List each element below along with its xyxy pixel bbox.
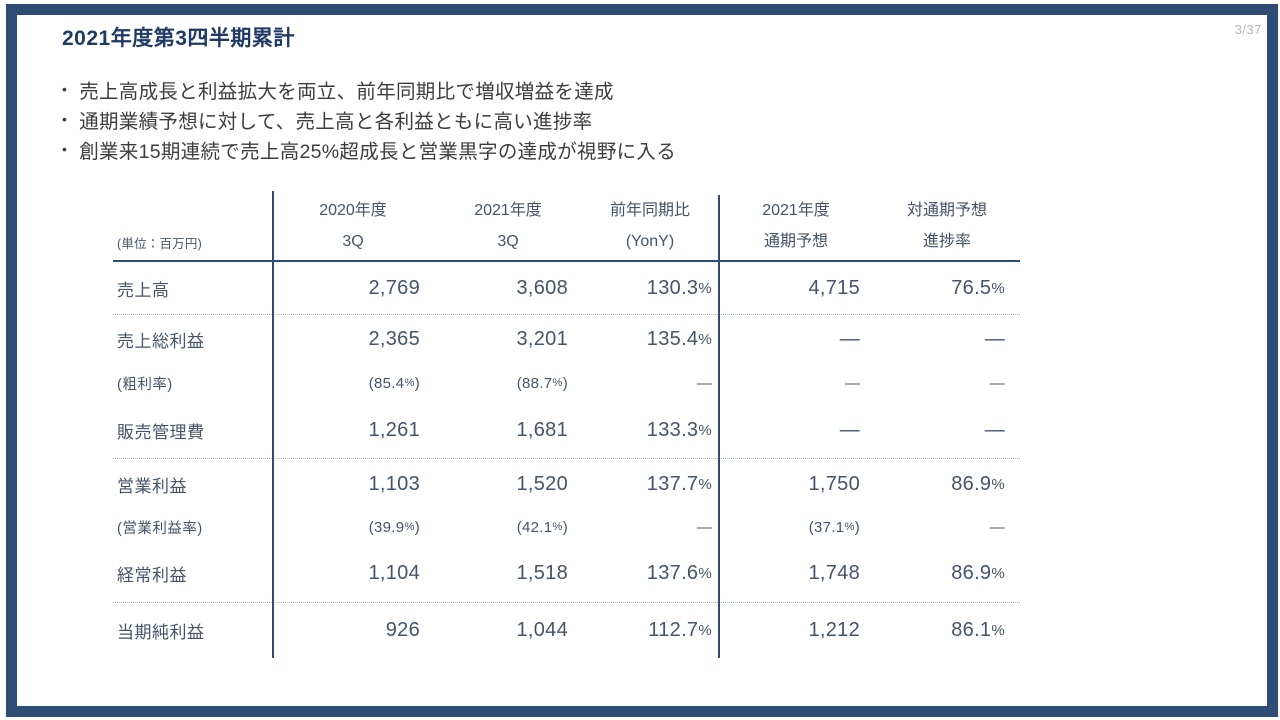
bullet-item: • 創業来15期連続で売上高25%超成長と営業黒字の達成が視野に入る: [62, 134, 1042, 164]
value-cell: 133.3%: [646, 419, 712, 441]
column-header: 2021年度 3Q: [474, 202, 542, 250]
row-label: 経常利益: [117, 566, 187, 585]
column-header: 2021年度 通期予想: [762, 202, 830, 250]
value-cell: 926: [385, 618, 420, 641]
value-cell: 3,201: [516, 327, 568, 350]
value-cell: 4,715: [808, 276, 860, 299]
table-row: (粗利率) (85.4%) (88.7%) — — —: [113, 363, 1020, 403]
bullet-item: • 売上高成長と利益拡大を両立、前年同期比で増収増益を達成: [62, 74, 1042, 104]
value-cell: (37.1%): [808, 518, 860, 536]
row-label: 売上高: [117, 280, 170, 300]
page-number: 3/37: [1234, 22, 1262, 37]
value-cell: 86.9%: [951, 472, 1005, 495]
value-cell: 1,748: [808, 562, 860, 584]
table-row: 販売管理費 1,261 1,681 133.3% — —: [113, 403, 1020, 459]
value-cell: —: [839, 419, 860, 441]
value-cell: 1,044: [516, 618, 568, 641]
value-cell: —: [984, 327, 1005, 350]
row-label: (粗利率): [117, 376, 173, 393]
value-cell: 86.9%: [951, 562, 1005, 584]
table-row: 当期純利益 926 1,044 112.7% 1,212 86.1%: [113, 603, 1020, 657]
value-cell: —: [696, 518, 712, 536]
page-title: 2021年度第3四半期累計: [62, 27, 295, 50]
value-cell: (39.9%): [368, 518, 420, 536]
bullet-icon: •: [62, 81, 68, 97]
table-header-row: (単位：百万円) 2020年度 3Q 2021年度 3Q 前年同期比 (YonY…: [113, 195, 1020, 262]
financial-results-table: (単位：百万円) 2020年度 3Q 2021年度 3Q 前年同期比 (YonY…: [113, 191, 1020, 658]
row-label: 営業利益: [117, 476, 187, 496]
value-cell: —: [984, 419, 1005, 441]
value-cell: 137.6%: [646, 562, 712, 584]
table-row: 売上総利益 2,365 3,201 135.4% — —: [113, 315, 1020, 363]
value-cell: 76.5%: [951, 276, 1005, 299]
value-cell: —: [989, 518, 1005, 536]
value-cell: 2,769: [368, 276, 420, 299]
table-vertical-divider: [272, 191, 274, 658]
bullet-icon: •: [62, 141, 68, 157]
table-row: 営業利益 1,103 1,520 137.7% 1,750 86.9%: [113, 459, 1020, 509]
table-row: (営業利益率) (39.9%) (42.1%) — (37.1%) —: [113, 509, 1020, 545]
value-cell: —: [696, 374, 712, 392]
value-cell: 1,104: [368, 562, 420, 584]
value-cell: 1,518: [516, 562, 568, 584]
bullet-text: 通期業績予想に対して、売上高と各利益ともに高い進捗率: [79, 110, 593, 133]
value-cell: 1,261: [368, 419, 420, 441]
value-cell: 112.7%: [648, 618, 712, 641]
value-cell: (88.7%): [516, 374, 568, 392]
column-header: 2020年度 3Q: [319, 202, 387, 250]
row-label: (営業利益率): [117, 520, 203, 537]
bullet-text: 売上高成長と利益拡大を両立、前年同期比で増収増益を達成: [79, 80, 614, 103]
value-cell: 130.3%: [646, 276, 712, 299]
table-row: 経常利益 1,104 1,518 137.6% 1,748 86.9%: [113, 545, 1020, 603]
unit-label: (単位：百万円): [117, 236, 202, 251]
value-cell: 3,608: [516, 276, 568, 299]
unit-label-cell: (単位：百万円): [113, 195, 272, 260]
value-cell: 137.7%: [646, 472, 712, 495]
value-cell: 1,212: [808, 618, 860, 641]
value-cell: 135.4%: [646, 327, 712, 350]
value-cell: —: [844, 374, 860, 392]
row-label: 当期純利益: [117, 622, 205, 642]
value-cell: —: [989, 374, 1005, 392]
table-vertical-divider: [718, 195, 720, 658]
value-cell: 1,103: [368, 472, 420, 495]
row-label: 売上総利益: [117, 331, 205, 351]
column-header: 対通期予想 進捗率: [906, 202, 987, 250]
value-cell: (42.1%): [516, 518, 568, 536]
value-cell: 2,365: [368, 327, 420, 350]
bullet-item: • 通期業績予想に対して、売上高と各利益ともに高い進捗率: [62, 104, 1042, 134]
row-label: 販売管理費: [117, 423, 205, 442]
value-cell: (85.4%): [368, 374, 420, 392]
table-row: 売上高 2,769 3,608 130.3% 4,715 76.5%: [113, 262, 1020, 315]
value-cell: 1,750: [808, 472, 860, 495]
table-body: 売上高 2,769 3,608 130.3% 4,715 76.5% 売上総利益 2,365 3…: [113, 262, 1020, 657]
bullet-text: 創業来15期連続で売上高25%超成長と営業黒字の達成が視野に入る: [79, 140, 677, 163]
value-cell: 86.1%: [951, 618, 1005, 641]
bullet-list: • 売上高成長と利益拡大を両立、前年同期比で増収増益を達成 • 通期業績予想に対…: [62, 74, 1042, 164]
bullet-icon: •: [62, 111, 68, 127]
column-header: 前年同期比 (YonY): [609, 202, 690, 250]
value-cell: 1,681: [516, 419, 568, 441]
value-cell: 1,520: [516, 472, 568, 495]
value-cell: —: [839, 327, 860, 350]
